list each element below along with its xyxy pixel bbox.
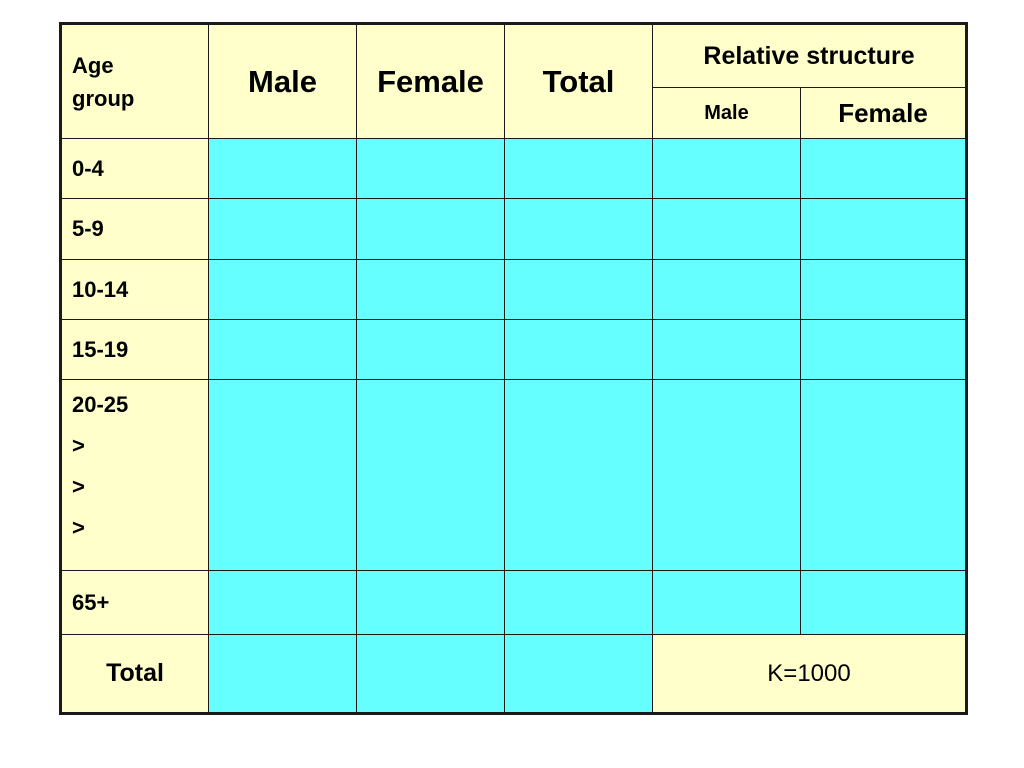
table-row: 5-9 xyxy=(60,198,968,260)
relative-male-cell[interactable] xyxy=(652,570,801,635)
total-cell[interactable] xyxy=(504,138,653,199)
female-cell[interactable] xyxy=(356,379,505,571)
continuation-mark: > xyxy=(72,433,85,458)
age-group-label: 5-9 xyxy=(60,198,209,260)
relative-female-header: Female xyxy=(799,87,968,139)
grand-total-cell[interactable] xyxy=(504,634,653,714)
age-group-label: 65+ xyxy=(60,570,209,635)
relative-male-cell[interactable] xyxy=(652,379,801,571)
age-group-header-line1: Age xyxy=(72,52,114,78)
age-group-label: 20-25 > > > xyxy=(60,379,209,571)
total-header: Total xyxy=(504,23,653,139)
continuation-mark: > xyxy=(72,474,85,499)
relative-male-cell[interactable] xyxy=(652,138,801,199)
relative-male-cell[interactable] xyxy=(652,259,801,320)
age-structure-table: Age group Male Female Total Relative str… xyxy=(59,22,969,715)
table-row: 20-25 > > > xyxy=(60,379,968,571)
total-cell[interactable] xyxy=(504,259,653,320)
age-group-label-line: 20-25 xyxy=(72,392,129,417)
relative-male-cell[interactable] xyxy=(652,319,801,380)
female-header: Female xyxy=(356,23,505,139)
male-total-cell[interactable] xyxy=(208,634,357,714)
relative-female-cell[interactable] xyxy=(799,259,968,320)
male-cell[interactable] xyxy=(208,570,357,635)
female-cell[interactable] xyxy=(356,259,505,320)
male-cell[interactable] xyxy=(208,138,357,199)
relative-female-cell[interactable] xyxy=(799,198,968,260)
total-cell[interactable] xyxy=(504,570,653,635)
total-cell[interactable] xyxy=(504,379,653,571)
relative-female-cell[interactable] xyxy=(799,570,968,635)
age-group-label: 15-19 xyxy=(60,319,209,380)
total-row: Total K=1000 xyxy=(60,634,968,714)
relative-male-header: Male xyxy=(652,87,801,139)
male-header: Male xyxy=(208,23,357,139)
age-group-label: 0-4 xyxy=(60,138,209,199)
female-cell[interactable] xyxy=(356,570,505,635)
k-value: K=1000 xyxy=(651,634,968,714)
male-cell[interactable] xyxy=(208,319,357,380)
table-row: 0-4 xyxy=(60,138,968,199)
relative-female-cell[interactable] xyxy=(799,319,968,380)
female-total-cell[interactable] xyxy=(356,634,505,714)
female-cell[interactable] xyxy=(356,198,505,260)
female-cell[interactable] xyxy=(356,138,505,199)
table-row: 65+ xyxy=(60,570,968,635)
table-row: 10-14 xyxy=(60,259,968,320)
male-cell[interactable] xyxy=(208,379,357,571)
relative-male-cell[interactable] xyxy=(652,198,801,260)
total-cell[interactable] xyxy=(504,319,653,380)
relative-female-cell[interactable] xyxy=(799,379,968,571)
male-cell[interactable] xyxy=(208,259,357,320)
relative-structure-header: Relative structure xyxy=(651,23,968,88)
male-cell[interactable] xyxy=(208,198,357,260)
age-group-header-line2: group xyxy=(72,85,135,111)
table-row: 15-19 xyxy=(60,319,968,380)
total-cell[interactable] xyxy=(504,198,653,260)
relative-female-cell[interactable] xyxy=(799,138,968,199)
age-group-label: 10-14 xyxy=(60,259,209,320)
female-cell[interactable] xyxy=(356,319,505,380)
total-row-label: Total xyxy=(60,634,209,714)
continuation-mark: > xyxy=(72,515,85,540)
age-group-header: Age group xyxy=(60,23,209,139)
